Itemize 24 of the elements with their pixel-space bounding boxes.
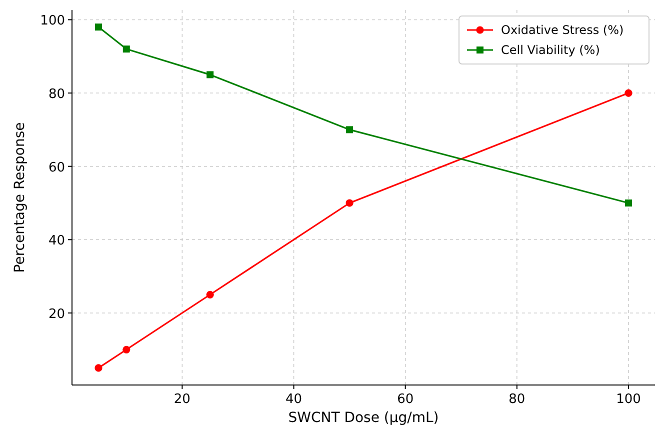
y-tick-label: 100 [40, 14, 65, 29]
x-tick-label: 60 [397, 392, 414, 407]
legend-label: Cell Viability (%) [501, 43, 600, 57]
point [206, 71, 214, 78]
point [94, 364, 102, 372]
y-axis-title: Percentage Response [12, 122, 28, 273]
point [346, 126, 354, 134]
y-tick-label: 40 [48, 234, 65, 249]
x-tick-label: 20 [174, 392, 190, 407]
point [346, 199, 354, 207]
point [122, 346, 130, 354]
y-tick-label: 20 [48, 306, 65, 322]
point [95, 24, 102, 31]
point [122, 46, 130, 53]
y-tick-label: 80 [48, 87, 65, 102]
y-tick-label: 60 [48, 160, 65, 176]
x-tick-label: 100 [616, 392, 641, 407]
x-tick-label: 40 [285, 392, 302, 407]
point [624, 89, 632, 97]
legend-label: Oxidative Stress (%) [501, 23, 624, 37]
point [625, 200, 632, 206]
point [206, 290, 214, 298]
x-axis-title: SWCNT Dose (µg/mL) [288, 410, 439, 426]
x-tick-label: 80 [508, 392, 526, 407]
